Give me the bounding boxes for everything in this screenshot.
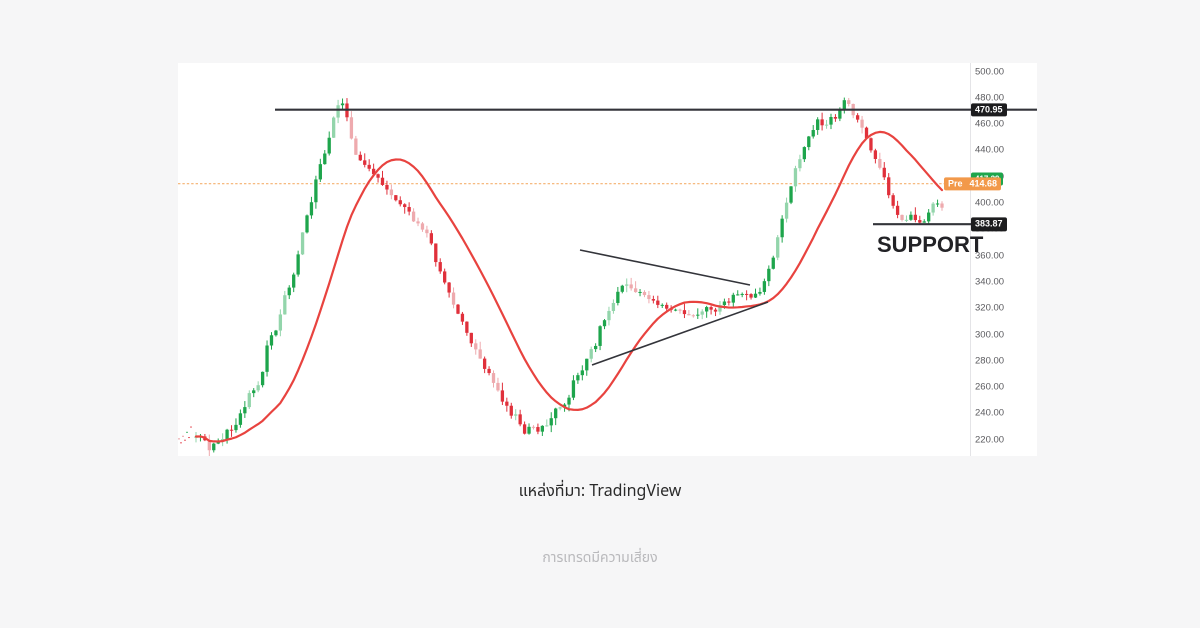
- svg-text:SUPPORT: SUPPORT: [877, 232, 984, 257]
